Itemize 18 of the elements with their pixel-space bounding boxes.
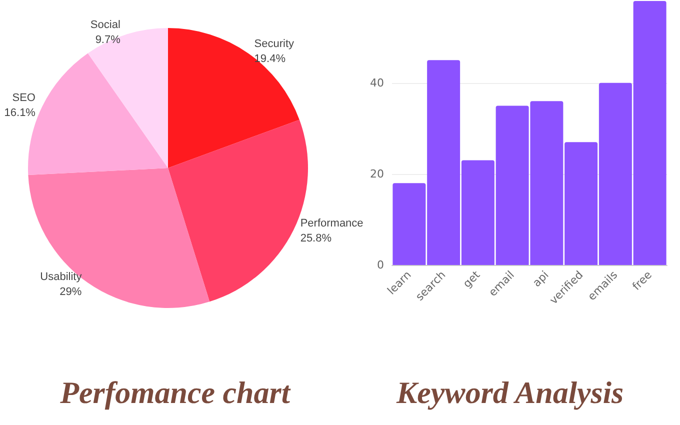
text: Keyword Analysis [395, 375, 624, 410]
x-tick-label: get [460, 268, 484, 290]
y-tick-label: 40 [370, 76, 384, 90]
slice-label: Security [254, 38, 295, 50]
slice-label: SEO [12, 92, 36, 104]
y-tick-label: 0 [377, 258, 384, 272]
x-tick-label: free [630, 268, 655, 293]
data-label: 9.7% [95, 34, 121, 46]
data-label: 19.4% [254, 53, 286, 66]
data-label: 29% [60, 286, 82, 298]
y-tick-label: 20 [370, 167, 384, 180]
x-tick-label: api [530, 268, 552, 290]
data-label: 16.1% [4, 107, 36, 120]
slice-label: Performance [300, 217, 364, 230]
data-label: 25.8% [300, 232, 332, 244]
text: Perfomance chart [59, 375, 292, 410]
slice-label: Usability [40, 270, 82, 283]
slice-label: Social [90, 19, 120, 32]
